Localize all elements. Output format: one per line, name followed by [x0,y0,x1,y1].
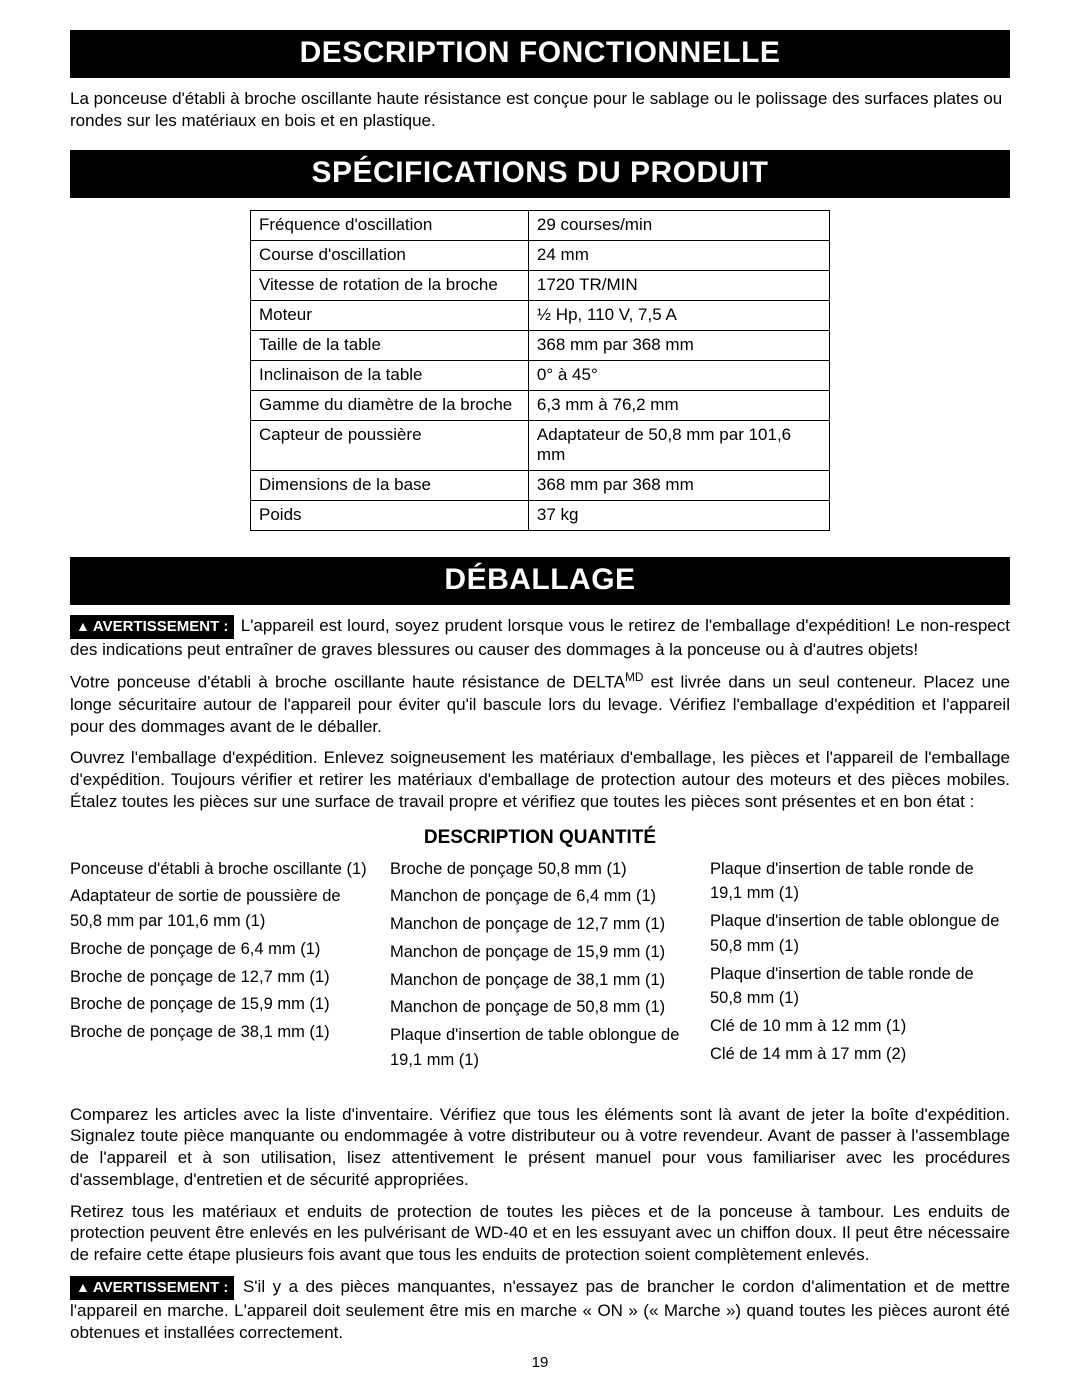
warning-1: ▲AVERTISSEMENT : L'appareil est lourd, s… [70,615,1010,661]
functional-text: La ponceuse d'établi à broche oscillante… [70,88,1010,132]
unpack-p2-sup: MD [625,670,644,684]
spec-value: 1720 TR/MIN [528,270,829,300]
spec-value: 368 mm par 368 mm [528,330,829,360]
unpack-p3: Ouvrez l'emballage d'expédition. Enlevez… [70,747,1010,812]
warning-badge: ▲AVERTISSEMENT : [70,615,234,639]
table-row: Fréquence d'oscillation29 courses/min [251,210,830,240]
qty-header: DESCRIPTION QUANTITÉ [70,827,1010,849]
table-row: Moteur½ Hp, 110 V, 7,5 A [251,300,830,330]
section-banner-functional: DESCRIPTION FONCTIONNELLE [70,30,1010,78]
table-row: Taille de la table368 mm par 368 mm [251,330,830,360]
section-banner-specs: SPÉCIFICATIONS DU PRODUIT [70,150,1010,198]
qty-col-1: Ponceuse d'établi à broche oscillante (1… [70,857,370,1076]
table-row: Vitesse de rotation de la broche1720 TR/… [251,270,830,300]
warning-label: AVERTISSEMENT : [93,618,229,635]
spec-key: Capteur de poussière [251,420,529,470]
specs-table: Fréquence d'oscillation29 courses/minCou… [250,210,830,531]
spec-value: 0° à 45° [528,360,829,390]
spec-key: Inclinaison de la table [251,360,529,390]
warning-label: AVERTISSEMENT : [93,1279,229,1296]
unpack-p2-pre: Votre ponceuse d'établi à broche oscilla… [70,673,625,692]
qty-col-3: Plaque d'insertion de table ronde de 19,… [710,857,1010,1076]
list-item: Manchon de ponçage de 6,4 mm (1) [390,884,690,909]
list-item: Adaptateur de sortie de poussière de 50,… [70,884,370,934]
list-item: Broche de ponçage de 12,7 mm (1) [70,965,370,990]
spec-key: Fréquence d'oscillation [251,210,529,240]
list-item: Plaque d'insertion de table ronde de 50,… [710,962,1010,1012]
warning-2: ▲AVERTISSEMENT : S'il y a des pièces man… [70,1276,1010,1344]
manual-page: DESCRIPTION FONCTIONNELLE La ponceuse d'… [0,0,1080,1391]
table-row: Dimensions de la base368 mm par 368 mm [251,470,830,500]
list-item: Clé de 14 mm à 17 mm (2) [710,1042,1010,1067]
warning-triangle-icon: ▲ [76,619,90,633]
list-item: Clé de 10 mm à 12 mm (1) [710,1014,1010,1039]
spec-value: 29 courses/min [528,210,829,240]
section-banner-unpacking: DÉBALLAGE [70,557,1010,605]
spec-key: Gamme du diamètre de la broche [251,390,529,420]
unpack-p2: Votre ponceuse d'établi à broche oscilla… [70,670,1010,737]
spec-value: 6,3 mm à 76,2 mm [528,390,829,420]
warning-triangle-icon: ▲ [76,1280,90,1294]
spec-value: ½ Hp, 110 V, 7,5 A [528,300,829,330]
spec-value: 24 mm [528,240,829,270]
list-item: Broche de ponçage 50,8 mm (1) [390,857,690,882]
spec-value: 368 mm par 368 mm [528,470,829,500]
table-row: Gamme du diamètre de la broche6,3 mm à 7… [251,390,830,420]
spec-value: 37 kg [528,500,829,530]
table-row: Course d'oscillation24 mm [251,240,830,270]
spec-key: Taille de la table [251,330,529,360]
unpack-p5: Retirez tous les matériaux et enduits de… [70,1201,1010,1266]
table-row: Poids37 kg [251,500,830,530]
table-row: Capteur de poussièreAdaptateur de 50,8 m… [251,420,830,470]
qty-col-2: Broche de ponçage 50,8 mm (1)Manchon de … [390,857,690,1076]
page-number: 19 [70,1354,1010,1371]
list-item: Manchon de ponçage de 15,9 mm (1) [390,940,690,965]
spec-key: Vitesse de rotation de la broche [251,270,529,300]
list-item: Broche de ponçage de 15,9 mm (1) [70,992,370,1017]
list-item: Broche de ponçage de 38,1 mm (1) [70,1020,370,1045]
list-item: Manchon de ponçage de 12,7 mm (1) [390,912,690,937]
list-item: Ponceuse d'établi à broche oscillante (1… [70,857,370,882]
spec-key: Poids [251,500,529,530]
spec-value: Adaptateur de 50,8 mm par 101,6 mm [528,420,829,470]
warning-badge: ▲AVERTISSEMENT : [70,1276,234,1300]
list-item: Manchon de ponçage de 50,8 mm (1) [390,995,690,1020]
list-item: Plaque d'insertion de table ronde de 19,… [710,857,1010,907]
list-item: Manchon de ponçage de 38,1 mm (1) [390,968,690,993]
list-item: Plaque d'insertion de table oblongue de … [710,909,1010,959]
list-item: Broche de ponçage de 6,4 mm (1) [70,937,370,962]
unpack-p4: Comparez les articles avec la liste d'in… [70,1104,1010,1191]
list-item: Plaque d'insertion de table oblongue de … [390,1023,690,1073]
spec-key: Course d'oscillation [251,240,529,270]
spec-key: Dimensions de la base [251,470,529,500]
table-row: Inclinaison de la table0° à 45° [251,360,830,390]
spec-key: Moteur [251,300,529,330]
qty-columns: Ponceuse d'établi à broche oscillante (1… [70,857,1010,1076]
